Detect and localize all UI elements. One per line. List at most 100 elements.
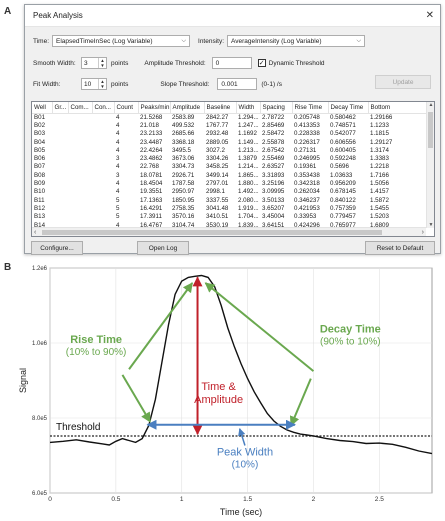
table-cell: 3.50133 (262, 196, 285, 204)
table-cell (92, 163, 114, 171)
column-header[interactable]: Spacing (260, 102, 293, 114)
scroll-right-icon[interactable]: › (421, 229, 424, 236)
table-cell: 5 (116, 196, 120, 204)
table-row[interactable]: B02 4 21.018 499.532 1767.77 1.247... 2.85469 0… (32, 121, 428, 129)
table-cell: B14 (34, 221, 46, 229)
column-header[interactable]: Width (236, 102, 261, 114)
table-row[interactable]: B12 5 16.4291 2758.35 3041.48 1.919... 3.65207… (32, 204, 428, 212)
table-cell (52, 171, 68, 179)
stepper-down-icon[interactable]: ▼ (100, 84, 105, 89)
column-header[interactable]: Con... (92, 102, 115, 114)
table-cell: B07 (34, 163, 46, 171)
fit-width-stepper[interactable]: 10 ▲ ▼ (81, 78, 107, 90)
table-row[interactable]: B11 5 17.1363 1850.95 3337.55 2.080... 3.50133… (32, 196, 428, 204)
table-cell: 3027.2 (206, 146, 225, 154)
table-cell (92, 154, 114, 162)
table-cell: 1.865... (238, 171, 259, 179)
table-cell: 1.2218 (370, 163, 389, 171)
table-cell: 3.09995 (262, 188, 285, 196)
table-cell: B03 (34, 130, 46, 138)
horizontal-scrollbar[interactable]: ‹ › (32, 227, 426, 236)
table-cell: 23.4862 (140, 155, 163, 163)
peak-analysis-dialog: Peak Analysis ✕ Time: ElapsedTimeInSec (… (24, 4, 441, 255)
scrollbar-thumb[interactable] (42, 230, 382, 235)
stepper-down-icon[interactable]: ▼ (100, 63, 105, 68)
column-header[interactable]: Gr... (52, 102, 69, 114)
table-row[interactable]: B03 4 23.2133 2685.66 2932.48 1.1692 2.58472 0.… (32, 130, 428, 138)
table-row[interactable]: B04 4 23.4487 3368.18 2889.05 1.149... 2.55878… (32, 138, 428, 146)
peak-width-label: Peak Width (217, 447, 273, 459)
column-header[interactable]: Count (114, 102, 139, 114)
table-row[interactable]: B07 4 22.768 3304.73 3458.25 1.214... 2.63527 0… (32, 163, 428, 171)
x-axis-label: Time (sec) (220, 507, 262, 517)
table-cell: 3499.14 (206, 171, 229, 179)
slope-threshold-input[interactable]: 0.001 (217, 78, 258, 90)
table-cell (68, 171, 92, 179)
stepper-up-icon[interactable]: ▲ (100, 79, 105, 84)
column-header[interactable]: Amplitude (170, 102, 205, 114)
table-cell (92, 204, 114, 212)
table-cell: 1.4157 (370, 188, 389, 196)
table-cell: 3 (116, 171, 120, 179)
table-cell: 3458.25 (206, 163, 229, 171)
dialog-titlebar: Peak Analysis ✕ (25, 5, 440, 27)
table-cell: 0.342318 (294, 180, 320, 188)
column-header[interactable]: Com... (68, 102, 93, 114)
table-cell (68, 130, 92, 138)
vertical-scrollbar[interactable]: ▲ ▼ (426, 102, 434, 228)
dynamic-threshold-checkbox[interactable]: ✓ Dynamic Threshold (257, 59, 325, 67)
peak-width-pointer (238, 428, 246, 446)
table-cell (68, 196, 92, 204)
table-cell: 18.4504 (140, 180, 163, 188)
x-tick-label: 1 (180, 496, 184, 503)
update-button[interactable]: Update (375, 75, 431, 89)
time-combo[interactable]: ElapsedTimeInSec (Log Variable) ⌵ (52, 35, 191, 47)
stepper-up-icon[interactable]: ▲ (100, 58, 105, 63)
close-icon[interactable]: ✕ (425, 9, 434, 21)
table-cell: 3570.16 (172, 213, 195, 221)
table-row[interactable]: B06 3 23.4862 3673.06 3304.26 1.3879 2.55469 0.… (32, 154, 428, 162)
table-cell (92, 113, 114, 121)
table-row[interactable]: B08 3 18.0781 2926.71 3499.14 1.865... 3.31893… (32, 171, 428, 179)
table-cell: 4 (116, 130, 120, 138)
y-tick-label: 1.0e6 (32, 341, 48, 347)
intensity-label: Intensity: (198, 37, 225, 45)
table-cell: 0.424296 (294, 221, 320, 229)
table-cell: 2583.89 (172, 113, 195, 121)
amplitude-threshold-input[interactable]: 0 (211, 57, 252, 69)
table-cell: 2926.71 (172, 171, 195, 179)
table-row[interactable]: B10 4 19.3551 2950.97 2998.1 1.492... 3.09995 0… (32, 188, 428, 196)
table-cell: 1.492... (238, 188, 259, 196)
table-row[interactable]: B13 5 17.3911 3570.16 3410.51 1.704... 3.45004… (32, 213, 428, 221)
y-tick-label: 8.0e5 (32, 416, 48, 422)
intensity-combo[interactable]: AverageIntensity (Log Variable) ⌵ (227, 35, 366, 47)
rise-time-label: Rise Time (70, 334, 122, 346)
table-row[interactable]: B05 4 22.4264 3495.5 3027.2 1.213... 2.67542 0.… (32, 146, 428, 154)
dialog-title: Peak Analysis (33, 11, 83, 20)
column-header[interactable]: Rise Time (292, 102, 329, 114)
configure-button[interactable]: Configure... (31, 241, 83, 255)
y-tick-label: 1.2e6 (32, 266, 48, 272)
column-header[interactable]: Baseline (204, 102, 237, 114)
table-row[interactable]: B14 4 16.4767 3104.74 3530.19 1.839... 3.64151… (32, 221, 428, 229)
table-cell: 1.29127 (370, 138, 393, 146)
column-header[interactable]: Decay Time (328, 102, 369, 114)
open-log-button[interactable]: Open Log (137, 241, 189, 255)
scrollbar-thumb[interactable] (428, 112, 433, 148)
table-cell: 0.779457 (330, 213, 356, 221)
table-body: B01 4 21.5268 2583.89 2842.27 1.294... 2.78722… (32, 113, 428, 229)
scroll-down-icon[interactable]: ▼ (428, 222, 434, 228)
column-header[interactable]: Bottom (368, 102, 429, 114)
smooth-width-stepper[interactable]: 3 ▲ ▼ (81, 57, 107, 69)
table-cell: 2758.35 (172, 204, 195, 212)
table-cell (68, 113, 92, 121)
y-tick-label: 6.0e5 (32, 491, 48, 497)
table-row[interactable]: B01 4 21.5268 2583.89 2842.27 1.294... 2.78722… (32, 113, 428, 121)
scroll-left-icon[interactable]: ‹ (34, 229, 37, 236)
column-header[interactable]: Well (32, 102, 53, 114)
scroll-up-icon[interactable]: ▲ (428, 102, 434, 108)
column-header[interactable]: Peaks/min (138, 102, 171, 114)
reset-to-default-button[interactable]: Reset to Default (365, 241, 435, 255)
table-cell: B12 (34, 204, 46, 212)
table-row[interactable]: B09 4 18.4504 1787.58 2797.01 1.880... 3.25196… (32, 179, 428, 187)
